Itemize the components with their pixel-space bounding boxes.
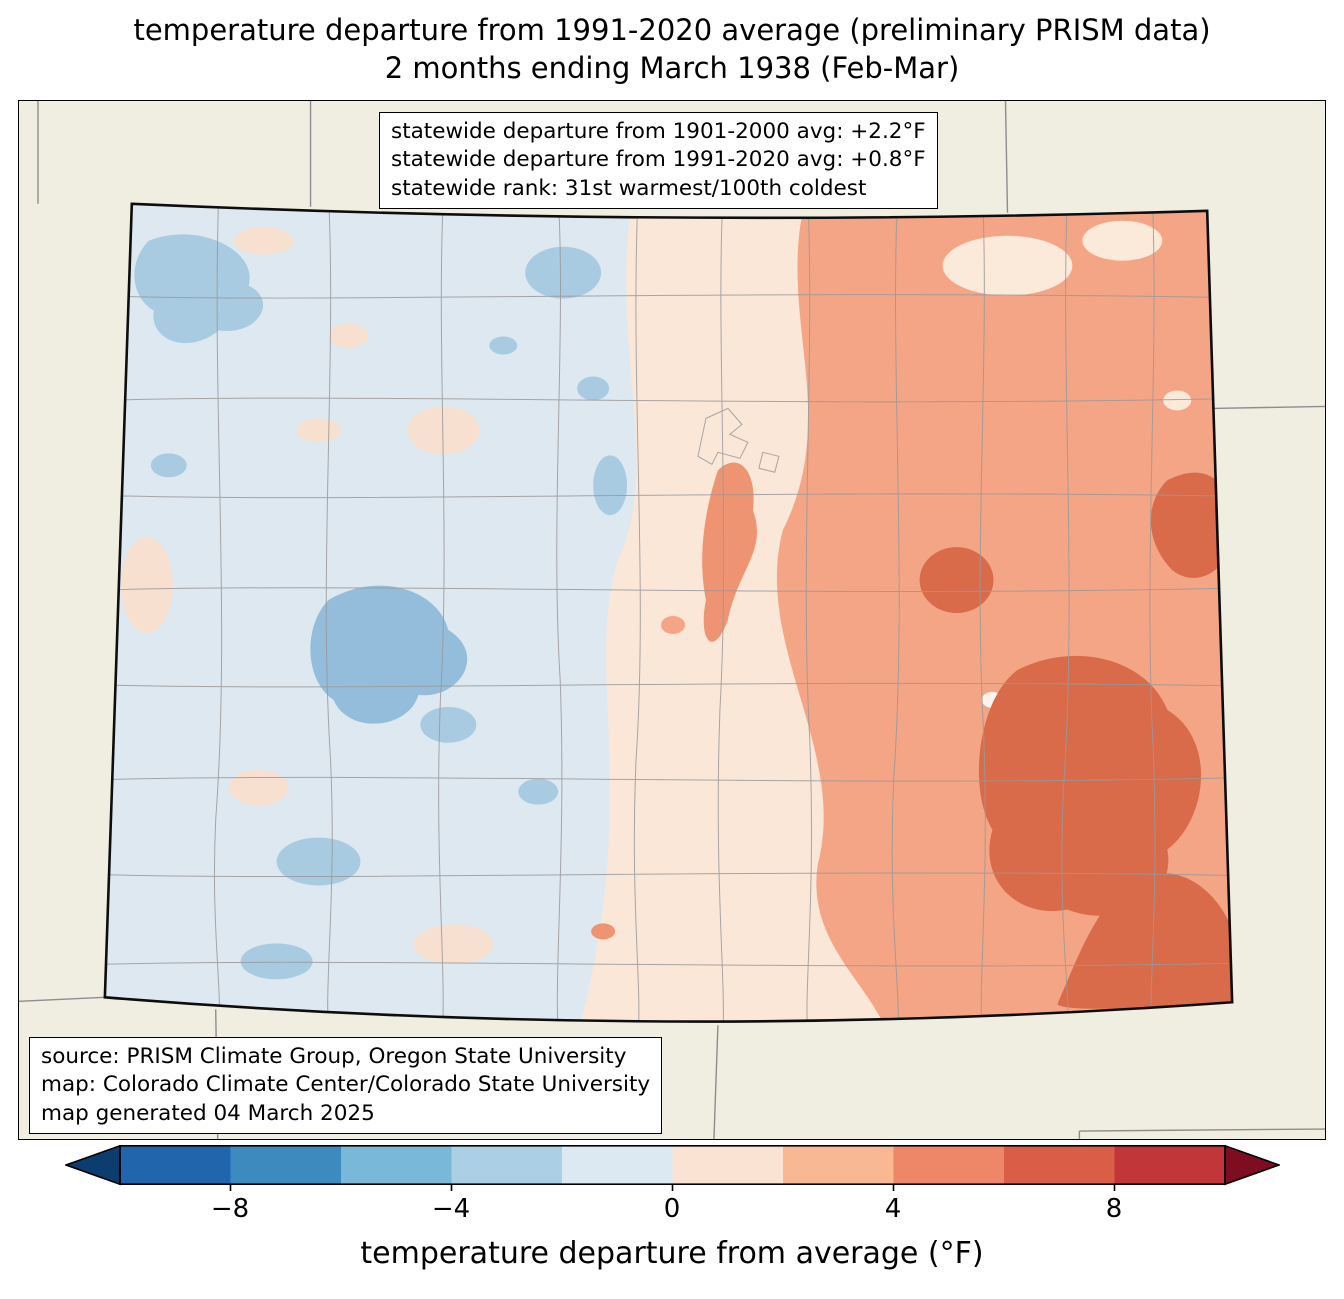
colorbar-label: temperature departure from average (°F) bbox=[360, 1236, 984, 1271]
figure-title: temperature departure from 1991-2020 ave… bbox=[0, 12, 1344, 87]
colorbar-tick-label: 4 bbox=[884, 1194, 902, 1224]
stats-line-1: statewide departure from 1901-2000 avg: … bbox=[391, 119, 926, 144]
colorbar-tick-label: 8 bbox=[1105, 1194, 1123, 1224]
source-box: source: PRISM Climate Group, Oregon Stat… bbox=[29, 1037, 663, 1135]
colorbar-tick-label: −8 bbox=[210, 1194, 250, 1224]
source-line-2: map: Colorado Climate Center/Colorado St… bbox=[41, 1072, 651, 1098]
source-line-1: source: PRISM Climate Group, Oregon Stat… bbox=[41, 1044, 627, 1069]
colorbar-svg bbox=[64, 1145, 1280, 1191]
anomaly-fill bbox=[104, 203, 1233, 1022]
state-border bbox=[103, 202, 1234, 1023]
title-line-1: temperature departure from 1991-2020 ave… bbox=[133, 13, 1211, 47]
stats-box: statewide departure from 1901-2000 avg: … bbox=[379, 112, 938, 210]
colorbar-ticks-row: −8 −4 0 4 8 bbox=[65, 1194, 1280, 1226]
stats-line-3: statewide rank: 31st warmest/100th colde… bbox=[391, 175, 867, 201]
stats-line-2: statewide departure from 1991-2020 avg: … bbox=[391, 147, 926, 173]
colorado-map bbox=[19, 101, 1325, 1139]
colorbar-ticks: −8 −4 0 4 8 bbox=[120, 1194, 1225, 1226]
title-line-2: 2 months ending March 1938 (Feb-Mar) bbox=[384, 50, 960, 85]
map-axes: statewide departure from 1901-2000 avg: … bbox=[18, 100, 1326, 1140]
colorbar-tick-label: −4 bbox=[431, 1194, 471, 1224]
colorbar: −8 −4 0 4 8 temperature departure from avera… bbox=[0, 1145, 1344, 1271]
colorbar-tick-label: 0 bbox=[663, 1194, 681, 1224]
source-line-3: map generated 04 March 2025 bbox=[41, 1100, 375, 1126]
county-borders bbox=[104, 203, 1233, 1022]
